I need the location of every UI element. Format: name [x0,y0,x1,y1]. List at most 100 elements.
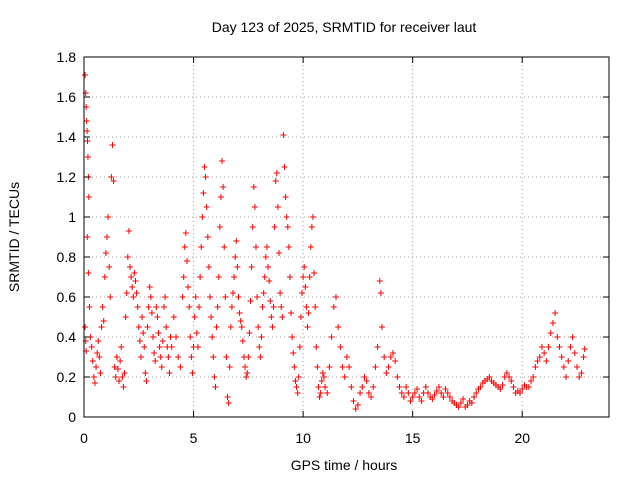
data-point [205,264,212,270]
data-point [220,184,227,190]
data-point [221,244,228,250]
data-point [312,304,319,310]
y-tick-label: 1.4 [57,129,77,145]
data-point [359,384,366,390]
data-point [339,364,346,370]
y-axis-label: SRMTID / TECUs [6,182,22,292]
data-point [300,274,307,280]
data-point [141,344,148,350]
data-point [231,274,238,280]
data-point [394,374,401,380]
data-point [268,314,275,320]
data-point [263,244,270,250]
data-point [239,338,246,344]
data-point [442,386,449,392]
data-point [102,250,109,256]
data-point [97,370,104,376]
data-point [261,274,268,280]
data-point [444,390,451,396]
data-point [290,350,297,356]
data-point [385,364,392,370]
data-point [576,374,583,380]
data-point [251,204,258,210]
data-point [82,72,89,78]
data-point [280,132,287,138]
data-point [260,290,267,296]
data-point [288,310,295,316]
data-point [181,244,188,250]
data-point [283,214,290,220]
y-tick-label: 0.2 [57,369,77,385]
data-point [266,278,273,284]
data-point [235,294,242,300]
data-point [189,370,196,376]
data-point [534,358,541,364]
data-point [216,224,223,230]
data-point [150,334,157,340]
data-point [210,354,217,360]
data-point [250,184,257,190]
data-point [405,390,412,396]
data-point [197,274,204,280]
data-point [96,354,103,360]
data-point [153,304,160,310]
data-point [558,354,565,360]
data-point [154,314,161,320]
data-point [94,350,101,356]
data-point [265,264,272,270]
data-point [346,364,353,370]
data-point [341,374,348,380]
data-point [117,358,124,364]
data-point [510,384,517,390]
data-point [286,274,293,280]
data-point [199,214,206,220]
data-point [168,344,175,350]
data-point [271,224,278,230]
y-tick-label: 0.6 [57,289,77,305]
data-point [532,364,539,370]
data-point [403,384,410,390]
data-points [82,72,588,412]
data-point [435,384,442,390]
data-point [303,304,310,310]
data-point [208,314,215,320]
data-point [155,330,162,336]
data-point [173,334,180,340]
data-point [313,344,320,350]
data-point [206,294,213,300]
data-point [143,378,150,384]
data-point [258,334,265,340]
data-point [108,174,115,180]
data-point [237,318,244,324]
data-point [471,394,478,400]
data-point [86,304,93,310]
data-point [137,354,144,360]
data-point [217,194,224,200]
data-point [545,344,552,350]
data-point [170,314,177,320]
data-point [322,384,329,390]
data-point [107,294,114,300]
data-point [508,378,515,384]
y-tick-label: 0.8 [57,249,77,265]
data-point [414,386,421,392]
data-point [98,324,105,330]
data-point [144,324,151,330]
data-point [247,298,254,304]
data-point [128,274,135,280]
data-point [255,324,262,330]
data-point [127,264,134,270]
data-point [99,304,106,310]
data-point [305,310,312,316]
data-point [109,142,116,148]
data-point [175,354,182,360]
data-point [212,384,219,390]
data-point [167,334,174,340]
data-point [446,394,453,400]
data-point [297,314,304,320]
data-point [204,234,211,240]
data-point [156,344,163,350]
data-point [294,390,301,396]
data-point [315,384,322,390]
data-point [541,350,548,356]
